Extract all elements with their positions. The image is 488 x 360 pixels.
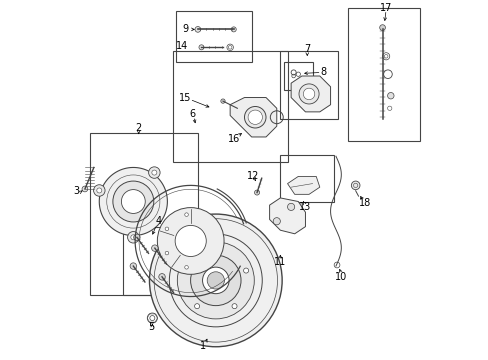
- Circle shape: [93, 185, 105, 196]
- Circle shape: [351, 181, 359, 190]
- Text: 10: 10: [334, 272, 347, 282]
- Circle shape: [244, 107, 265, 128]
- Text: 15: 15: [179, 93, 191, 103]
- Circle shape: [147, 313, 157, 323]
- Circle shape: [131, 235, 136, 240]
- Circle shape: [202, 267, 228, 294]
- Circle shape: [127, 231, 139, 243]
- Circle shape: [184, 213, 188, 216]
- Text: 3: 3: [73, 186, 79, 196]
- Circle shape: [221, 99, 224, 103]
- Circle shape: [157, 208, 224, 274]
- Circle shape: [148, 167, 160, 178]
- Polygon shape: [230, 98, 276, 137]
- Bar: [280, 51, 337, 119]
- Polygon shape: [287, 176, 319, 194]
- Text: 18: 18: [358, 198, 370, 208]
- Circle shape: [226, 44, 233, 50]
- Circle shape: [121, 190, 145, 213]
- Circle shape: [333, 262, 339, 268]
- Circle shape: [113, 181, 153, 222]
- Circle shape: [183, 268, 188, 273]
- Bar: [280, 155, 333, 202]
- Circle shape: [287, 203, 294, 211]
- Circle shape: [152, 170, 157, 175]
- Text: 8: 8: [320, 67, 326, 77]
- Bar: [172, 51, 287, 162]
- Bar: [348, 8, 419, 140]
- Circle shape: [298, 84, 319, 104]
- Polygon shape: [99, 167, 167, 235]
- Circle shape: [190, 255, 241, 306]
- Circle shape: [243, 268, 248, 273]
- Circle shape: [382, 53, 389, 60]
- Circle shape: [199, 45, 203, 50]
- Circle shape: [177, 242, 254, 319]
- Circle shape: [97, 188, 102, 193]
- Text: 12: 12: [247, 171, 259, 181]
- Circle shape: [207, 272, 224, 289]
- Circle shape: [231, 27, 236, 32]
- Text: 16: 16: [227, 134, 240, 144]
- Bar: [122, 226, 190, 295]
- Circle shape: [379, 25, 385, 31]
- Circle shape: [387, 93, 393, 99]
- Bar: [176, 12, 251, 62]
- Circle shape: [82, 186, 88, 192]
- Circle shape: [159, 274, 165, 280]
- Text: 14: 14: [175, 41, 187, 50]
- Circle shape: [175, 225, 206, 257]
- Text: 2: 2: [135, 123, 142, 133]
- Text: 13: 13: [299, 202, 311, 212]
- Circle shape: [165, 227, 168, 231]
- Text: 9: 9: [182, 24, 188, 35]
- Bar: [284, 62, 312, 90]
- Circle shape: [149, 214, 282, 347]
- Circle shape: [165, 251, 168, 255]
- Circle shape: [184, 266, 188, 269]
- Text: 17: 17: [379, 3, 391, 13]
- Circle shape: [247, 110, 262, 125]
- Circle shape: [231, 304, 237, 309]
- Circle shape: [130, 263, 136, 269]
- Bar: [90, 134, 198, 295]
- Circle shape: [303, 88, 314, 100]
- Text: 7: 7: [304, 44, 310, 54]
- Circle shape: [195, 27, 201, 32]
- Text: 1: 1: [200, 341, 206, 351]
- Circle shape: [151, 245, 158, 251]
- Text: 6: 6: [189, 109, 195, 119]
- Circle shape: [273, 218, 280, 225]
- Text: 11: 11: [274, 257, 286, 267]
- Polygon shape: [290, 76, 330, 112]
- Circle shape: [254, 190, 259, 195]
- Text: 5: 5: [148, 322, 154, 332]
- Polygon shape: [269, 198, 305, 234]
- Circle shape: [133, 234, 140, 240]
- Circle shape: [213, 246, 218, 251]
- Text: 4: 4: [155, 216, 161, 226]
- Circle shape: [194, 304, 199, 309]
